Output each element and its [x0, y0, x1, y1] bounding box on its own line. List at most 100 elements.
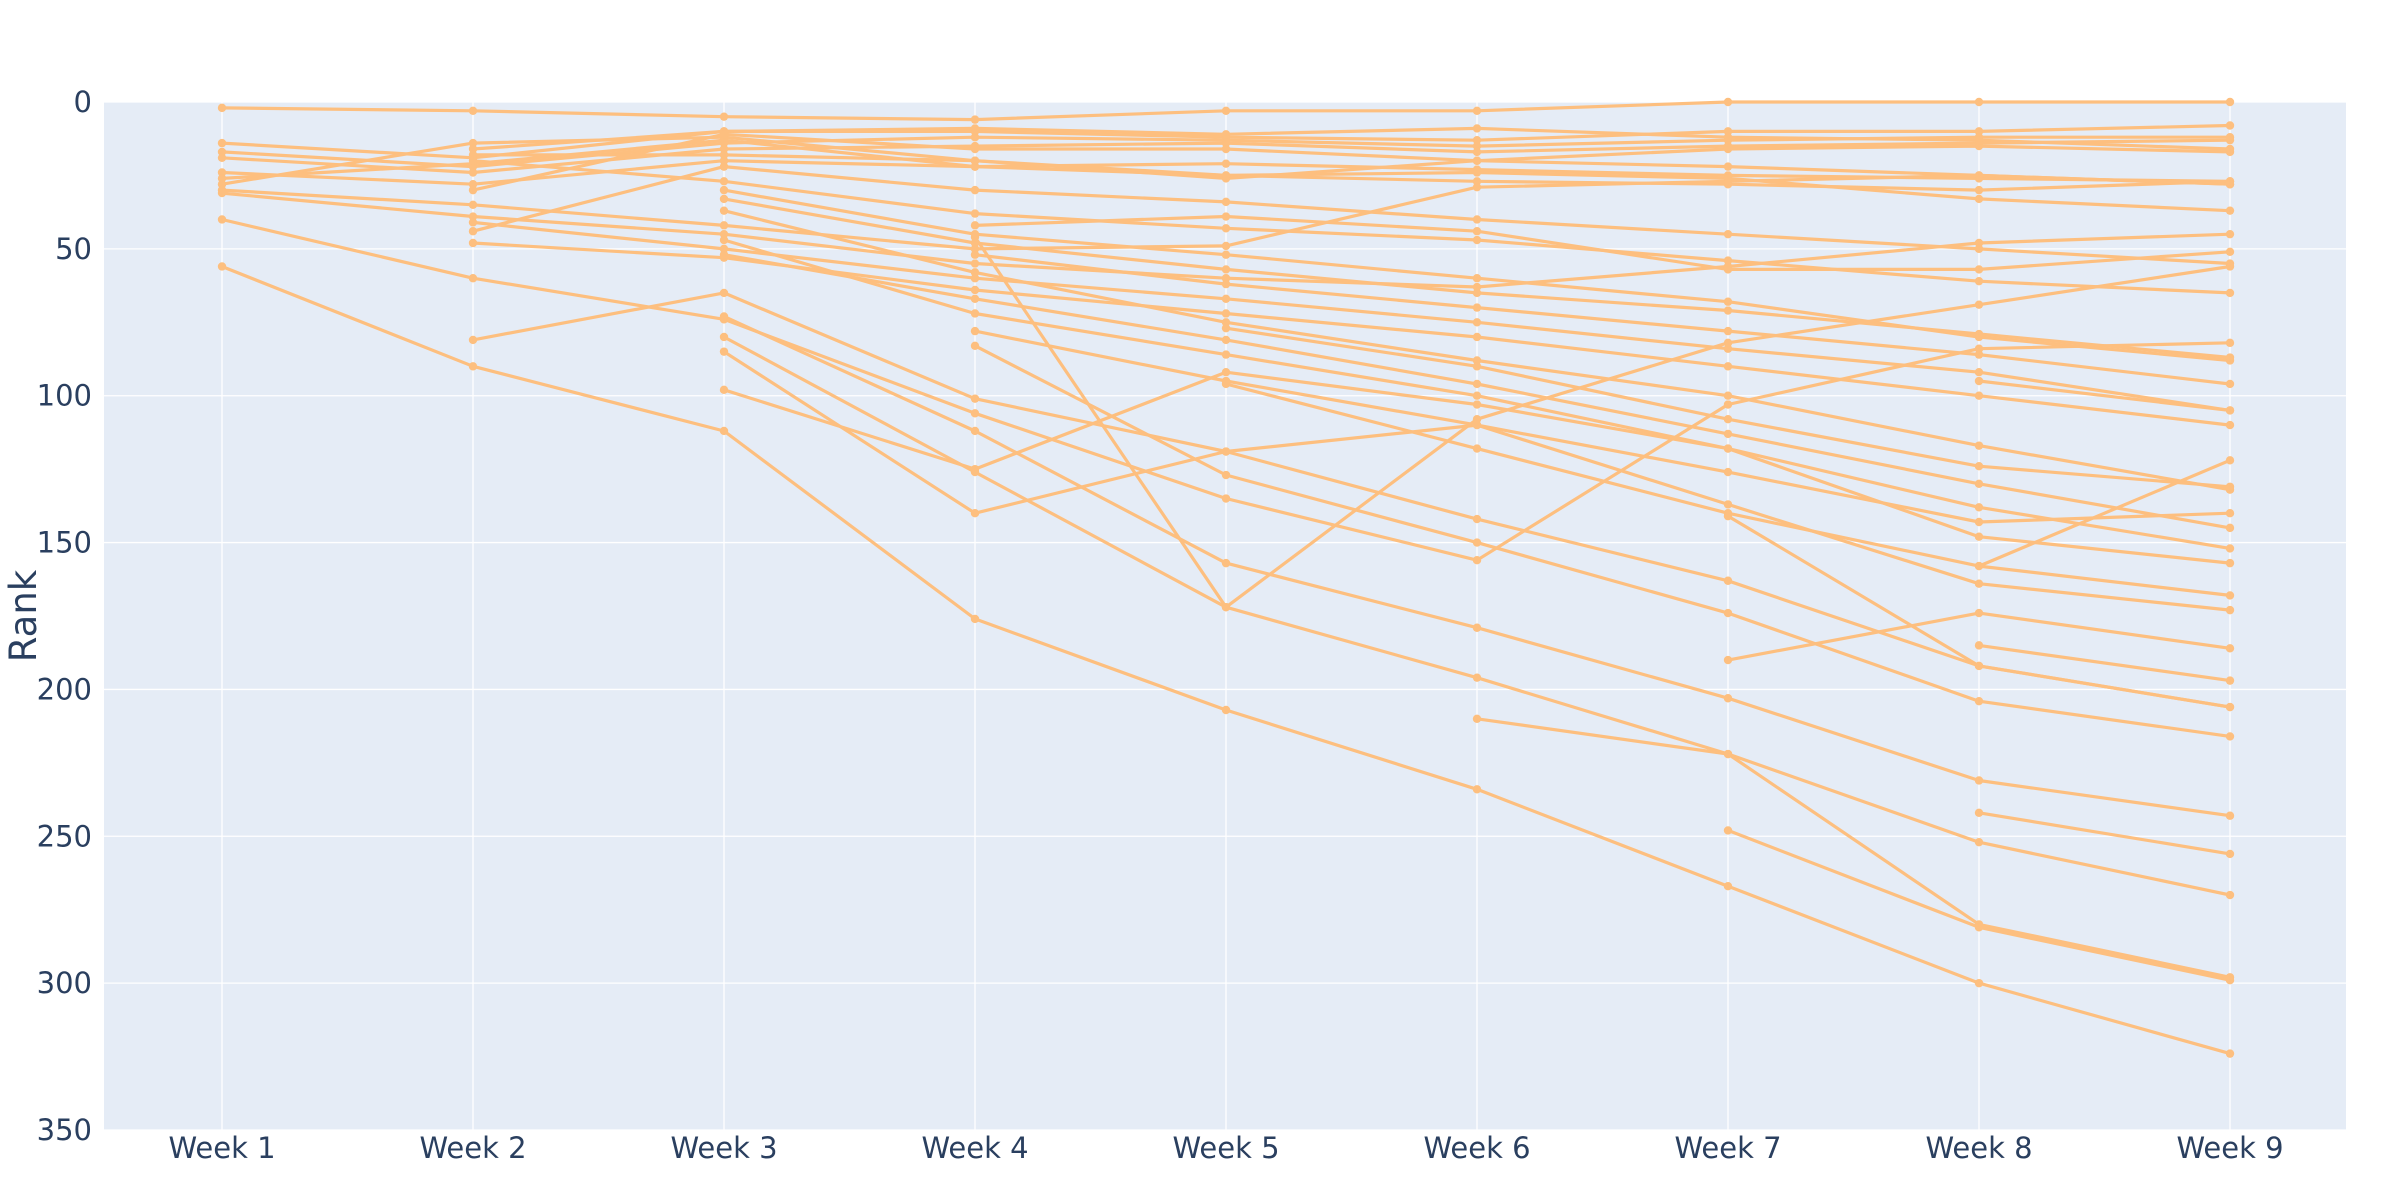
y-tick-label: 200	[37, 672, 92, 706]
data-point	[970, 133, 980, 142]
data-point	[970, 285, 980, 295]
data-point	[970, 162, 980, 171]
data-point	[1221, 558, 1231, 568]
data-point	[1472, 106, 1482, 116]
series-line-14	[471, 159, 2232, 295]
data-point	[468, 144, 478, 154]
data-point	[1974, 923, 1984, 932]
data-point	[2225, 811, 2235, 820]
data-point	[719, 206, 729, 215]
series-line-19	[471, 291, 2232, 709]
data-point	[1723, 297, 1733, 306]
series-line-33	[973, 235, 2232, 609]
data-point	[970, 426, 980, 436]
data-point	[719, 156, 729, 165]
data-point	[1723, 511, 1733, 521]
data-point	[1974, 368, 1984, 377]
data-point	[217, 188, 227, 198]
data-point	[1221, 494, 1231, 503]
series-line-17	[471, 165, 2232, 266]
data-point	[719, 221, 729, 230]
data-point	[1974, 350, 1984, 359]
data-point	[1221, 294, 1231, 303]
data-point	[1723, 429, 1733, 439]
data-points	[217, 97, 2235, 1058]
data-point	[468, 362, 478, 371]
data-point	[2225, 180, 2235, 189]
data-point	[970, 232, 980, 242]
data-point	[2225, 379, 2235, 389]
data-point	[719, 312, 729, 321]
data-point	[2225, 591, 2235, 600]
data-point	[1221, 368, 1231, 377]
data-point	[1221, 130, 1231, 139]
x-tick-label: Week 8	[1925, 1131, 2032, 1165]
data-point	[1221, 274, 1231, 283]
data-point	[468, 150, 478, 160]
data-point	[1723, 306, 1733, 315]
data-point	[1221, 279, 1231, 289]
data-point	[1221, 350, 1231, 359]
data-point	[468, 218, 478, 227]
data-point	[1221, 602, 1231, 612]
series-line-13	[471, 153, 2232, 213]
data-point	[1723, 344, 1733, 353]
data-point	[1974, 265, 1984, 274]
data-point	[468, 200, 478, 209]
data-point	[2225, 288, 2235, 298]
y-tick-label: 250	[37, 819, 92, 853]
data-point	[1472, 555, 1482, 565]
data-point	[217, 262, 227, 271]
data-point	[970, 115, 980, 124]
data-point	[970, 209, 980, 218]
data-point	[1221, 265, 1231, 274]
data-point	[1974, 837, 1984, 847]
data-point	[1723, 256, 1733, 265]
data-point	[2225, 523, 2235, 533]
data-point	[1974, 238, 1984, 248]
series-line-15	[471, 132, 2232, 192]
data-point	[1974, 171, 1984, 180]
data-point	[2225, 420, 2235, 430]
data-point	[719, 144, 729, 154]
data-point	[1221, 335, 1231, 345]
data-point	[1974, 661, 1984, 671]
data-point	[2225, 605, 2235, 615]
data-point	[1221, 159, 1231, 168]
x-tick-label: Week 3	[670, 1131, 777, 1165]
data-point	[1723, 97, 1733, 107]
data-point	[468, 168, 478, 177]
data-point	[970, 238, 980, 248]
data-point	[1723, 362, 1733, 371]
data-point	[970, 309, 980, 318]
data-point	[1221, 197, 1231, 207]
data-point	[468, 106, 478, 116]
series-line-31	[973, 214, 2232, 271]
data-point	[217, 168, 227, 177]
data-point	[1974, 441, 1984, 450]
data-point	[1221, 212, 1231, 221]
data-point	[1472, 215, 1482, 224]
data-point	[1221, 309, 1231, 318]
data-point	[1723, 400, 1733, 409]
data-point	[2225, 229, 2235, 239]
data-point	[217, 174, 227, 183]
data-point	[970, 144, 980, 154]
x-tick-label: Week 6	[1423, 1131, 1530, 1165]
data-point	[1472, 538, 1482, 547]
data-point	[1974, 479, 1984, 489]
data-point	[217, 147, 227, 157]
series-line-29	[973, 329, 2232, 612]
data-point	[2225, 144, 2235, 154]
data-point	[1974, 776, 1984, 785]
data-point	[1472, 420, 1482, 430]
data-point	[2225, 482, 2235, 491]
data-point	[1974, 503, 1984, 512]
data-point	[1974, 376, 1984, 386]
data-point	[1974, 97, 1984, 107]
y-tick-label: 300	[37, 966, 92, 1000]
x-tick-label: Week 7	[1674, 1131, 1781, 1165]
data-point	[970, 326, 980, 336]
data-point	[2225, 135, 2235, 145]
data-point	[1974, 300, 1984, 309]
